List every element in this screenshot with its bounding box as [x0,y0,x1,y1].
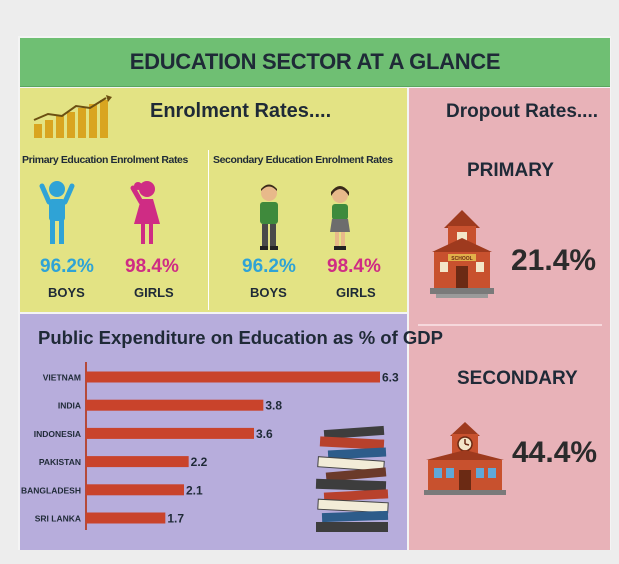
secondary-enrolment-label: Secondary Education Enrolment Rates [213,154,393,166]
school-building-icon [424,422,506,495]
bar-pakistan [86,456,189,468]
page-title: EDUCATION SECTOR AT A GLANCE [20,38,610,87]
value-label: 6.3 [382,371,399,385]
value-label: 2.1 [186,483,203,497]
primary-boys-rate: 96.2% [40,256,94,277]
bar-india [86,399,264,411]
dropout-heading: Dropout Rates.... [446,101,599,122]
value-label: 3.6 [256,427,273,441]
category-label: BANGLADESH [21,485,81,495]
dropout-secondary-label: SECONDARY [457,368,578,389]
expenditure-bar-chart: VIETNAM 6.3 INDIA 3.8 INDONESIA 3.6 PAKISTAN 2.… [21,362,399,530]
chart-title: Public Expenditure on Education as % of … [38,327,443,348]
value-label: 1.7 [167,512,184,526]
bar-vietnam [86,371,380,383]
enrolment-heading: Enrolment Rates.... [150,100,332,122]
value-label: 3.8 [265,399,282,413]
category-label: INDIA [58,401,81,411]
secondary-boys-rate: 96.2% [242,256,296,277]
bar-bangladesh [86,484,184,496]
primary-enrolment-label: Primary Education Enrolment Rates [22,154,188,166]
category-label: VIETNAM [43,373,81,383]
secondary-girls-label: GIRLS [336,285,376,300]
dropout-primary-label: PRIMARY [467,160,554,181]
primary-boys-label: BOYS [48,285,85,300]
value-label: 2.2 [191,455,208,469]
bar-chart-icon [33,95,112,138]
dropout-divider [418,324,602,326]
schoolboy-icon [260,184,278,250]
enrolment-divider [208,150,209,310]
secondary-girls-rate: 98.4% [327,256,381,277]
category-label: PAKISTAN [39,457,81,467]
dropout-primary-rate: 21.4% [511,244,597,277]
dropout-secondary-rate: 44.4% [512,436,598,469]
bar-indonesia [86,427,254,439]
category-label: SRI LANKA [35,514,81,524]
school-sign: SCHOOL [451,256,472,262]
category-label: INDONESIA [34,429,81,439]
boy-icon [39,181,75,244]
book-stack-icon [315,425,389,532]
schoolgirl-icon [330,186,350,250]
school-building-icon: SCHOOL [430,210,494,298]
primary-girls-rate: 98.4% [125,256,179,277]
primary-girls-label: GIRLS [134,285,174,300]
bar-sri-lanka [86,512,166,524]
secondary-boys-label: BOYS [250,285,287,300]
girl-icon [130,181,160,244]
